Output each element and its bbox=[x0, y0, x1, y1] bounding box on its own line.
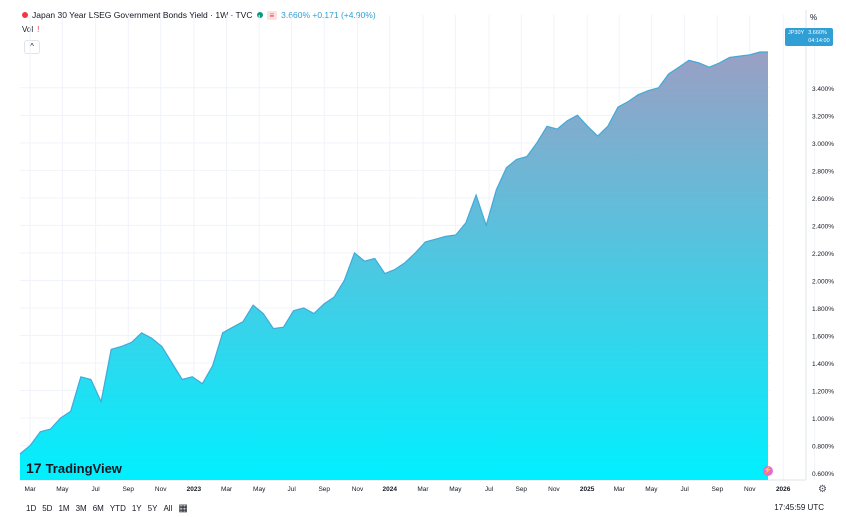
x-tick-label: Mar bbox=[25, 486, 37, 493]
y-axis: 0.600% 0.800% 1.000% 1.200% 1.400% 1.600% 1.80… bbox=[812, 86, 834, 478]
range-5y-button[interactable]: 5Y bbox=[147, 504, 158, 513]
range-1d-button[interactable]: 1D bbox=[26, 504, 37, 513]
x-tick-label: 2026 bbox=[776, 486, 791, 493]
yield-line bbox=[19, 51, 768, 455]
range-6m-button[interactable]: 6M bbox=[92, 504, 104, 513]
y-tick-label: 1.800% bbox=[812, 306, 834, 313]
x-tick-label: May bbox=[449, 486, 462, 493]
y-tick-label: 3.400% bbox=[812, 86, 834, 93]
volume-row: Vol ! bbox=[22, 25, 39, 34]
y-tick-label: 2.600% bbox=[812, 196, 834, 203]
y-tick-label: 3.000% bbox=[812, 141, 834, 148]
y-tick-label: 2.000% bbox=[812, 278, 834, 285]
y-tick-label: 1.000% bbox=[812, 416, 834, 423]
y-tick-label: 1.400% bbox=[812, 361, 834, 368]
range-all-button[interactable]: All bbox=[163, 504, 173, 513]
symbol-dot-icon bbox=[22, 12, 28, 18]
collapse-legend-button[interactable]: ^ bbox=[24, 40, 40, 54]
alert-pill-icon: ≡ bbox=[266, 10, 278, 20]
tag-value: 3.660% bbox=[808, 30, 827, 36]
x-tick-label: Nov bbox=[352, 486, 364, 493]
logo-text: TradingView bbox=[45, 460, 122, 476]
x-tick-label: Jul bbox=[287, 486, 296, 493]
x-tick-label: Nov bbox=[548, 486, 560, 493]
price-unit-label: % bbox=[810, 13, 818, 22]
x-tick-label: Jul bbox=[485, 486, 494, 493]
range-selector: 1D 5D 1M 3M 6M YTD 1Y 5Y All ▦ bbox=[26, 503, 188, 514]
range-5d-button[interactable]: 5D bbox=[42, 504, 53, 513]
vol-label: Vol bbox=[22, 25, 34, 34]
x-tick-label: Mar bbox=[614, 486, 626, 493]
x-tick-label: May bbox=[56, 486, 69, 493]
x-tick-label: May bbox=[645, 486, 658, 493]
y-tick-label: 2.200% bbox=[812, 251, 834, 258]
tag-countdown: 04:14:00 bbox=[808, 38, 830, 44]
x-tick-label: Sep bbox=[712, 486, 724, 493]
x-tick-label: 2023 bbox=[187, 486, 202, 493]
range-3m-button[interactable]: 3M bbox=[75, 504, 87, 513]
x-tick-label: Mar bbox=[221, 486, 233, 493]
vol-warning-icon: ! bbox=[37, 25, 40, 34]
x-axis: Mar May Jul Sep Nov 2023 Mar May Jul Sep Nov 2024 Ma… bbox=[25, 486, 791, 493]
y-tick-label: 1.600% bbox=[812, 334, 834, 341]
x-tick-label: Sep bbox=[122, 486, 134, 493]
x-tick-label: May bbox=[253, 486, 266, 493]
x-tick-label: 2025 bbox=[580, 486, 595, 493]
range-1y-button[interactable]: 1Y bbox=[131, 504, 142, 513]
utc-clock[interactable]: 17:45:59 UTC bbox=[774, 503, 824, 512]
x-tick-label: Jul bbox=[91, 486, 100, 493]
x-tick-label: Nov bbox=[155, 486, 167, 493]
range-1m-button[interactable]: 1M bbox=[58, 504, 70, 513]
x-tick-label: Sep bbox=[515, 486, 527, 493]
x-tick-label: Nov bbox=[744, 486, 756, 493]
last-price-tag: JP30Y 3.660% 04:14:00 bbox=[785, 28, 833, 46]
x-tick-label: Mar bbox=[417, 486, 429, 493]
tradingview-logo: 17 TradingView bbox=[26, 460, 122, 476]
tag-symbol: JP30Y bbox=[788, 30, 805, 36]
gear-icon[interactable]: ⚙ bbox=[818, 484, 827, 495]
legend-value: 3.660% +0.171 (+4.90%) bbox=[281, 10, 376, 20]
tv-mark-icon: 17 bbox=[26, 460, 42, 476]
x-tick-label: Jul bbox=[681, 486, 690, 493]
legend-title[interactable]: Japan 30 Year LSEG Government Bonds Yiel… bbox=[32, 10, 253, 20]
y-tick-label: 3.200% bbox=[812, 113, 834, 120]
y-tick-label: 0.600% bbox=[812, 471, 834, 478]
x-tick-label: 2024 bbox=[382, 486, 397, 493]
lightning-icon[interactable]: ⚡ bbox=[763, 466, 773, 476]
y-tick-label: 2.400% bbox=[812, 223, 834, 230]
calendar-icon[interactable]: ▦ bbox=[178, 503, 188, 514]
yield-area bbox=[20, 52, 768, 480]
y-tick-label: 2.800% bbox=[812, 168, 834, 175]
x-tick-label: Sep bbox=[318, 486, 330, 493]
y-tick-label: 0.800% bbox=[812, 444, 834, 451]
y-tick-label: 1.200% bbox=[812, 389, 834, 396]
range-ytd-button[interactable]: YTD bbox=[109, 504, 126, 513]
